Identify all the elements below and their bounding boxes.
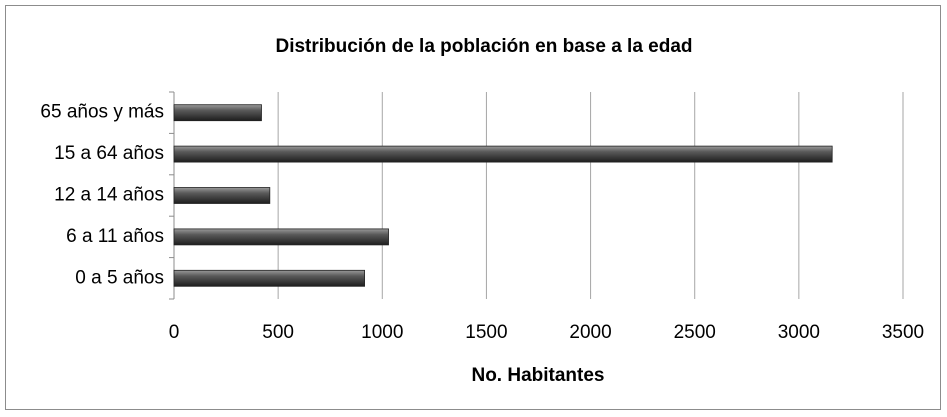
bar: [173, 104, 262, 122]
x-tick-label: 2000: [569, 322, 611, 343]
x-tick-label: 1500: [465, 322, 507, 343]
y-tick-label: 0 a 5 años: [75, 267, 164, 288]
bar: [173, 228, 389, 246]
bar: [173, 187, 271, 204]
x-tick-label: 500: [262, 322, 294, 343]
y-tick-label: 65 años y más: [40, 102, 164, 123]
x-axis-title: No. Habitantes: [471, 365, 604, 386]
y-tick-label: 6 a 11 años: [66, 226, 164, 247]
y-tick-label: 15 a 64 años: [54, 143, 164, 164]
bar: [173, 269, 365, 287]
x-tick-label: 2500: [674, 322, 716, 343]
x-tick-label: 3000: [778, 322, 820, 343]
bar: [173, 145, 833, 163]
x-tick-label: 1000: [361, 322, 403, 343]
x-tick-label: 3500: [882, 322, 924, 343]
chart-border: [5, 5, 941, 410]
y-tick-label: 12 a 14 años: [54, 185, 164, 206]
chart-title: Distribución de la población en base a l…: [275, 36, 692, 57]
x-tick-label: 0: [169, 322, 180, 343]
